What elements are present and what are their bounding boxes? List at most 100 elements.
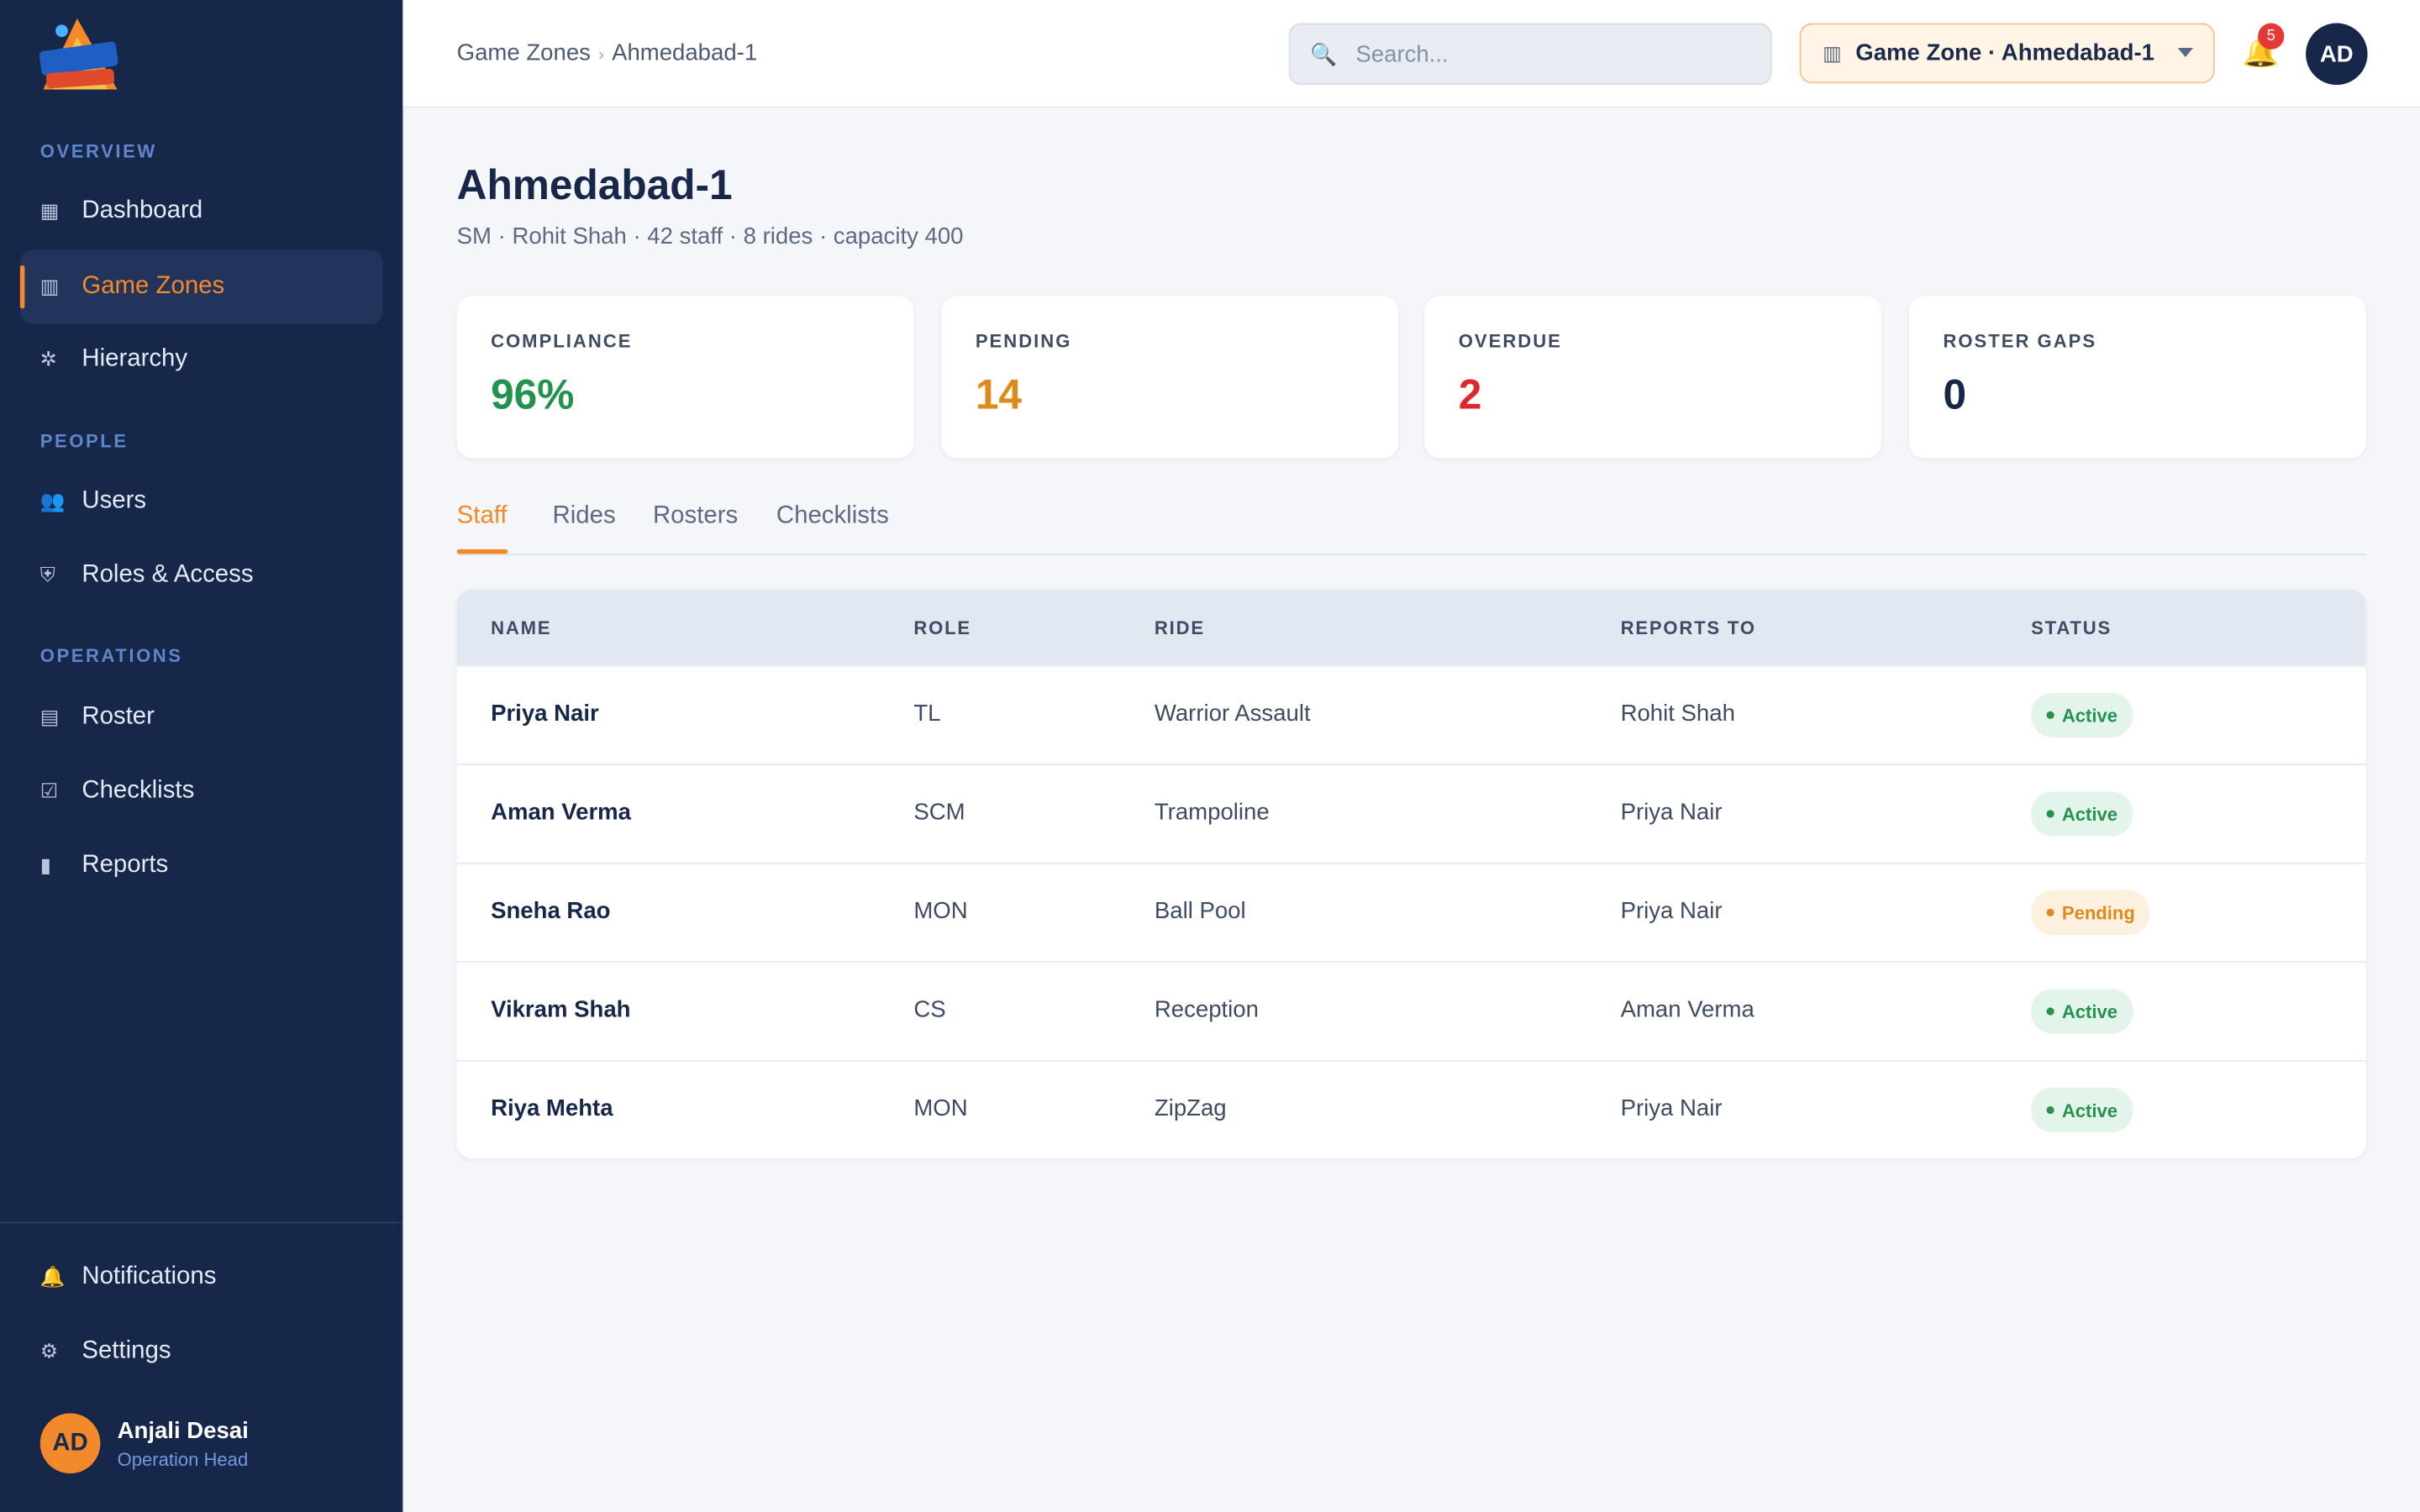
status-label: Active: [2061, 803, 2118, 825]
sidebar: OVERVIEW ▦ Dashboard ▥ Game Zones ✲ Hier…: [0, 0, 403, 1512]
sidebar-item-reports[interactable]: ▮ Reports: [20, 828, 383, 902]
status-label: Active: [2061, 1000, 2118, 1022]
column-header-name[interactable]: NAME: [491, 617, 552, 639]
cell-role: TL: [913, 700, 941, 727]
table-row[interactable]: Priya Nair TL Warrior Assault Rohit Shah…: [456, 664, 2366, 764]
status-dot-icon: [2046, 711, 2054, 719]
bell-icon: 🔔: [39, 1265, 66, 1289]
status-dot-icon: [2046, 908, 2054, 917]
zone-selector[interactable]: ▥ Game Zone · Ahmedabad-1: [1799, 23, 2215, 84]
sidebar-item-label: Checklists: [82, 777, 195, 804]
zone-selector-label: Game Zone · Ahmedabad-1: [1855, 39, 2154, 66]
shield-icon: ⛨: [39, 563, 55, 586]
kpi-label: PENDING: [975, 330, 1072, 352]
status-badge: Active: [2031, 791, 2133, 837]
breadcrumb-separator: ›: [598, 46, 604, 66]
search-box[interactable]: 🔍: [1288, 23, 1772, 86]
sidebar-item-label: Game Zones: [82, 273, 225, 300]
kpi-value: 2: [1458, 371, 1482, 418]
page-subtitle: SM · Rohit Shah · 42 staff · 8 rides · c…: [456, 223, 964, 250]
sidebar-item-label: Users: [82, 487, 147, 514]
table-row[interactable]: Riya Mehta MON ZipZag Priya Nair Active: [456, 1059, 2366, 1159]
cell-role: MON: [913, 1095, 968, 1122]
cell-role: MON: [913, 897, 968, 925]
kpi-card-pending: PENDING 14: [941, 296, 1399, 459]
tab-checklists[interactable]: Checklists: [776, 502, 889, 530]
breadcrumb: Game Zones › Ahmedabad-1: [457, 40, 757, 66]
topbar: Game Zones › Ahmedabad-1 🔍 ▥ Game Zone · A…: [402, 0, 2420, 108]
brand-logo[interactable]: [31, 13, 127, 96]
table-row[interactable]: Sneha Rao MON Ball Pool Priya Nair Pendi…: [456, 862, 2366, 962]
tab-rosters[interactable]: Rosters: [652, 502, 739, 530]
kpi-label: OVERDUE: [1458, 330, 1562, 352]
cell-name: Priya Nair: [491, 700, 599, 727]
search-input[interactable]: [1355, 40, 1727, 67]
status-badge: Active: [2031, 692, 2133, 738]
sidebar-divider: [0, 1221, 403, 1224]
sidebar-item-label: Settings: [82, 1337, 171, 1364]
chevron-down-icon: [2177, 47, 2194, 57]
cell-role: CS: [913, 996, 946, 1023]
cell-role: SCM: [913, 799, 965, 826]
column-header-status[interactable]: STATUS: [2031, 617, 2112, 639]
section-overview: OVERVIEW: [39, 140, 157, 162]
table-row[interactable]: Vikram Shah CS Reception Aman Verma Acti…: [456, 961, 2366, 1060]
sidebar-item-notifications[interactable]: 🔔 Notifications: [20, 1241, 383, 1315]
sidebar-item-roles-access[interactable]: ⛨ Roles & Access: [20, 538, 383, 612]
cell-name: Sneha Rao: [491, 897, 611, 925]
status-dot-icon: [2046, 810, 2054, 818]
cell-ride: Warrior Assault: [1154, 700, 1311, 727]
cell-reports-to: Aman Verma: [1620, 996, 1754, 1023]
user-role: Operation Head: [117, 1447, 249, 1470]
sidebar-item-settings[interactable]: ⚙ Settings: [20, 1315, 383, 1389]
avatar[interactable]: AD: [2306, 23, 2368, 86]
column-header-reports-to[interactable]: REPORTS TO: [1620, 617, 1756, 639]
column-header-role[interactable]: ROLE: [913, 617, 971, 639]
cell-reports-to: Priya Nair: [1620, 799, 1723, 826]
status-label: Active: [2061, 1099, 2118, 1121]
kpi-card-overdue: OVERDUE 2: [1424, 296, 1881, 459]
cell-name: Aman Verma: [491, 799, 632, 826]
sidebar-item-game-zones[interactable]: ▥ Game Zones: [19, 249, 383, 324]
status-dot-icon: [2046, 1007, 2054, 1016]
avatar: AD: [39, 1413, 101, 1474]
table-header: NAME ROLE RIDE REPORTS TO STATUS: [456, 589, 2366, 665]
dashboard-icon: ▦: [39, 198, 60, 223]
kpi-value: 96%: [491, 371, 575, 418]
user-name: Anjali Desai: [117, 1417, 249, 1444]
kpi-card-roster-gaps: ROSTER GAPS 0: [1909, 296, 2366, 459]
status-badge: Pending: [2031, 890, 2151, 936]
table-row[interactable]: Aman Verma SCM Trampoline Priya Nair Act…: [456, 764, 2366, 863]
search-icon: 🔍: [1310, 40, 1338, 66]
cell-name: Riya Mehta: [491, 1095, 613, 1122]
cell-reports-to: Rohit Shah: [1620, 700, 1735, 727]
cell-ride: ZipZag: [1154, 1095, 1227, 1122]
bar-chart-icon: ▮: [39, 853, 51, 877]
calendar-icon: ▤: [39, 705, 60, 728]
sidebar-item-roster[interactable]: ▤ Roster: [20, 680, 383, 754]
sidebar-item-label: Hierarchy: [82, 345, 188, 372]
section-people: PEOPLE: [39, 430, 129, 453]
building-icon: ▥: [1823, 40, 1842, 65]
users-icon: 👥: [39, 489, 66, 512]
sidebar-item-dashboard[interactable]: ▦ Dashboard: [20, 175, 383, 249]
cell-reports-to: Priya Nair: [1620, 1095, 1723, 1122]
section-operations: OPERATIONS: [39, 644, 183, 667]
sidebar-item-users[interactable]: 👥 Users: [20, 465, 383, 538]
column-header-ride[interactable]: RIDE: [1154, 617, 1205, 639]
breadcrumb-link[interactable]: Game Zones: [456, 39, 591, 66]
status-label: Active: [2061, 704, 2118, 727]
current-user-card[interactable]: AD Anjali Desai Operation Head: [39, 1413, 249, 1474]
kpi-label: ROSTER GAPS: [1943, 330, 2097, 352]
page-title: Ahmedabad-1: [456, 161, 733, 208]
main-content: Game Zones › Ahmedabad-1 🔍 ▥ Game Zone · A…: [402, 0, 2420, 1512]
sidebar-item-label: Dashboard: [82, 197, 203, 224]
tab-staff[interactable]: Staff: [456, 502, 508, 554]
sidebar-item-checklists[interactable]: ☑ Checklists: [20, 754, 383, 828]
sidebar-item-hierarchy[interactable]: ✲ Hierarchy: [20, 323, 383, 396]
tab-rides[interactable]: Rides: [552, 502, 616, 530]
cell-ride: Reception: [1154, 996, 1259, 1023]
cell-reports-to: Priya Nair: [1620, 897, 1723, 925]
sidebar-item-label: Roles & Access: [82, 561, 254, 588]
cell-ride: Ball Pool: [1154, 897, 1246, 925]
